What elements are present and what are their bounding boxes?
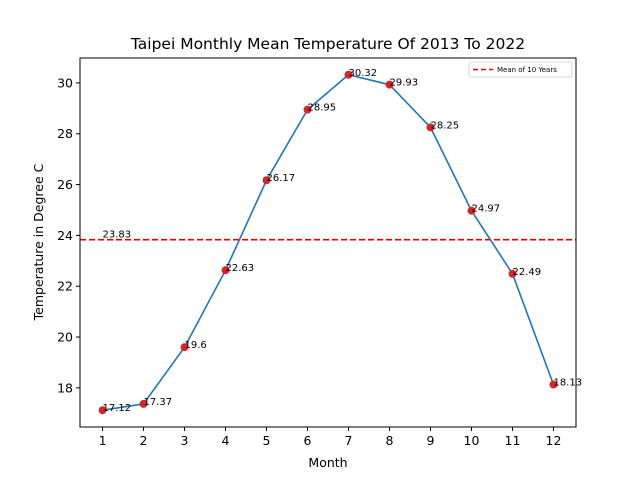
data-point xyxy=(385,80,394,89)
data-point xyxy=(467,206,476,215)
x-tick-label: 6 xyxy=(304,433,312,448)
x-tick-label: 1 xyxy=(99,433,107,448)
y-tick-label: 20 xyxy=(57,330,73,345)
x-tick-label: 4 xyxy=(222,433,230,448)
data-point xyxy=(549,380,558,389)
data-label: 26.17 xyxy=(267,173,296,184)
y-tick-label: 26 xyxy=(57,177,73,192)
x-tick-label: 8 xyxy=(386,433,394,448)
chart-title: Taipei Monthly Mean Temperature Of 2013 … xyxy=(130,35,525,53)
data-label: 22.63 xyxy=(226,263,255,274)
y-tick-label: 24 xyxy=(57,228,73,243)
y-tick-label: 30 xyxy=(57,75,73,90)
data-point xyxy=(180,343,189,352)
y-tick-label: 18 xyxy=(57,380,73,395)
legend-mean-label: Mean of 10 Years xyxy=(497,66,557,74)
data-point xyxy=(303,105,312,114)
data-label: 30.32 xyxy=(348,68,377,79)
data-label: 18.13 xyxy=(553,378,582,389)
plot-frame xyxy=(79,57,577,428)
data-label: 17.12 xyxy=(103,403,132,414)
data-point xyxy=(98,406,107,415)
data-label: 19.6 xyxy=(185,340,207,351)
series-line xyxy=(102,73,555,412)
x-tick-label: 2 xyxy=(140,433,148,448)
y-tick-label: 28 xyxy=(57,126,73,141)
data-point xyxy=(426,123,435,132)
data-point xyxy=(508,269,517,278)
legend-box xyxy=(468,61,573,78)
legend: Mean of 10 Years xyxy=(468,61,573,78)
y-tick-label: 22 xyxy=(57,279,73,294)
x-tick-label: 9 xyxy=(427,433,435,448)
x-tick-label: 3 xyxy=(181,433,189,448)
y-axis-label: Temperature in Degree C xyxy=(31,163,46,321)
x-tick-label: 7 xyxy=(345,433,353,448)
mean-line-label: 23.83 xyxy=(103,230,132,241)
x-tick-label: 10 xyxy=(464,433,480,448)
x-tick-label: 12 xyxy=(546,433,562,448)
data-label: 28.95 xyxy=(308,103,337,114)
data-point xyxy=(344,70,353,79)
data-label: 28.25 xyxy=(430,120,459,131)
data-point xyxy=(139,399,148,408)
x-axis-label: Month xyxy=(308,455,347,470)
data-label: 24.97 xyxy=(471,204,500,215)
data-point xyxy=(221,266,230,275)
x-tick-label: 11 xyxy=(505,433,521,448)
data-label: 22.49 xyxy=(512,267,541,278)
data-point xyxy=(262,176,271,185)
x-tick-label: 5 xyxy=(263,433,271,448)
data-label: 17.37 xyxy=(144,397,173,408)
data-label: 29.93 xyxy=(389,78,418,89)
plot-area: 1 2 3 4 5 6 7 8 9 10 11 121820222426283023.8317.121… xyxy=(57,68,582,448)
